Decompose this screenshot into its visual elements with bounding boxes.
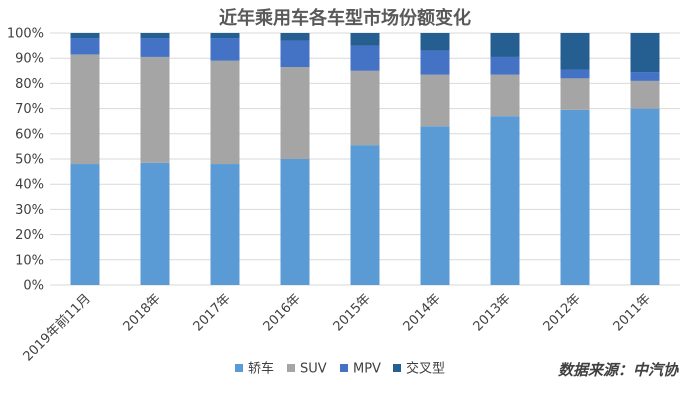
bar-segment (70, 164, 100, 285)
x-tick-label: 2014年 (401, 291, 444, 334)
x-tick-label: 2019年前11月 (20, 291, 94, 365)
x-tick-label: 2015年 (331, 291, 374, 334)
y-tick-label: 10% (15, 253, 44, 268)
bar-segment (280, 33, 310, 41)
legend-label: SUV (300, 362, 327, 377)
legend-swatch (235, 364, 243, 372)
x-tick-label: 2017年 (191, 291, 234, 334)
bar-segment (560, 109, 590, 285)
bar-segment (560, 69, 590, 79)
legend-swatch (393, 364, 401, 372)
bar-segment (70, 33, 100, 39)
bar-segment (70, 38, 100, 55)
bar-segment (560, 78, 590, 110)
bar-segment (140, 38, 170, 57)
bar-segment (70, 54, 100, 165)
bar-segment (420, 50, 450, 75)
legend-label: MPV (353, 362, 381, 377)
bar-segment (350, 145, 380, 285)
legend-swatch (287, 364, 295, 372)
bar-segment (420, 74, 450, 127)
bar-segment (420, 126, 450, 286)
legend-label: 交叉型 (406, 361, 445, 377)
y-tick-label: 80% (15, 77, 44, 92)
y-tick-label: 40% (15, 178, 44, 193)
bar-segment (630, 80, 660, 109)
bar-segment (280, 67, 310, 159)
bar-segment (140, 33, 170, 39)
x-tick-label: 2018年 (121, 291, 164, 334)
x-axis-ticks: 2019年前11月 2018年 2017年 2016年 2015年 2014年 2013年 2… (20, 291, 654, 365)
bar-segment (350, 70, 380, 146)
bar-segment (630, 108, 660, 285)
bar-segment (280, 40, 310, 68)
y-tick-label: 60% (15, 127, 44, 142)
y-tick-label: 70% (15, 102, 44, 117)
y-tick-label: 30% (15, 203, 44, 218)
x-tick-label: 2011年 (611, 291, 654, 334)
legend-swatch (340, 364, 348, 372)
bar-segment (140, 162, 170, 285)
y-tick-label: 0% (23, 279, 44, 294)
bar-segment (490, 116, 520, 285)
bar-segment (420, 33, 450, 51)
bar-segment (280, 159, 310, 285)
y-tick-label: 20% (15, 228, 44, 243)
bar-segment (490, 56, 520, 75)
bar-segment (560, 33, 590, 70)
x-tick-label: 2013年 (471, 291, 514, 334)
legend: 轿车 SUV MPV 交叉型 (235, 361, 445, 377)
bar-segment (210, 38, 240, 61)
y-tick-label: 50% (15, 153, 44, 168)
bar-segment (490, 33, 520, 57)
bar-segment (350, 33, 380, 46)
bar-segment (630, 72, 660, 81)
bar-segment (210, 60, 240, 165)
bar-segment (630, 33, 660, 73)
bar-segment (490, 74, 520, 117)
bar-segment (210, 164, 240, 285)
legend-label: 轿车 (248, 361, 274, 377)
y-axis-ticks: 0% 10% 20% 30% 40% 50% 60% 70% 80% 90% 100% (7, 27, 44, 294)
x-tick-label: 2016年 (261, 291, 304, 334)
y-tick-label: 90% (15, 52, 44, 67)
bar-segment (350, 45, 380, 71)
data-source-note: 数据来源：中汽协 (558, 361, 679, 379)
chart-title: 近年乘用车各车型市场份额变化 (219, 7, 471, 29)
bars (70, 33, 660, 286)
bar-segment (140, 56, 170, 163)
y-tick-label: 100% (7, 27, 44, 42)
bar-segment (210, 33, 240, 39)
x-tick-label: 2012年 (541, 291, 584, 334)
